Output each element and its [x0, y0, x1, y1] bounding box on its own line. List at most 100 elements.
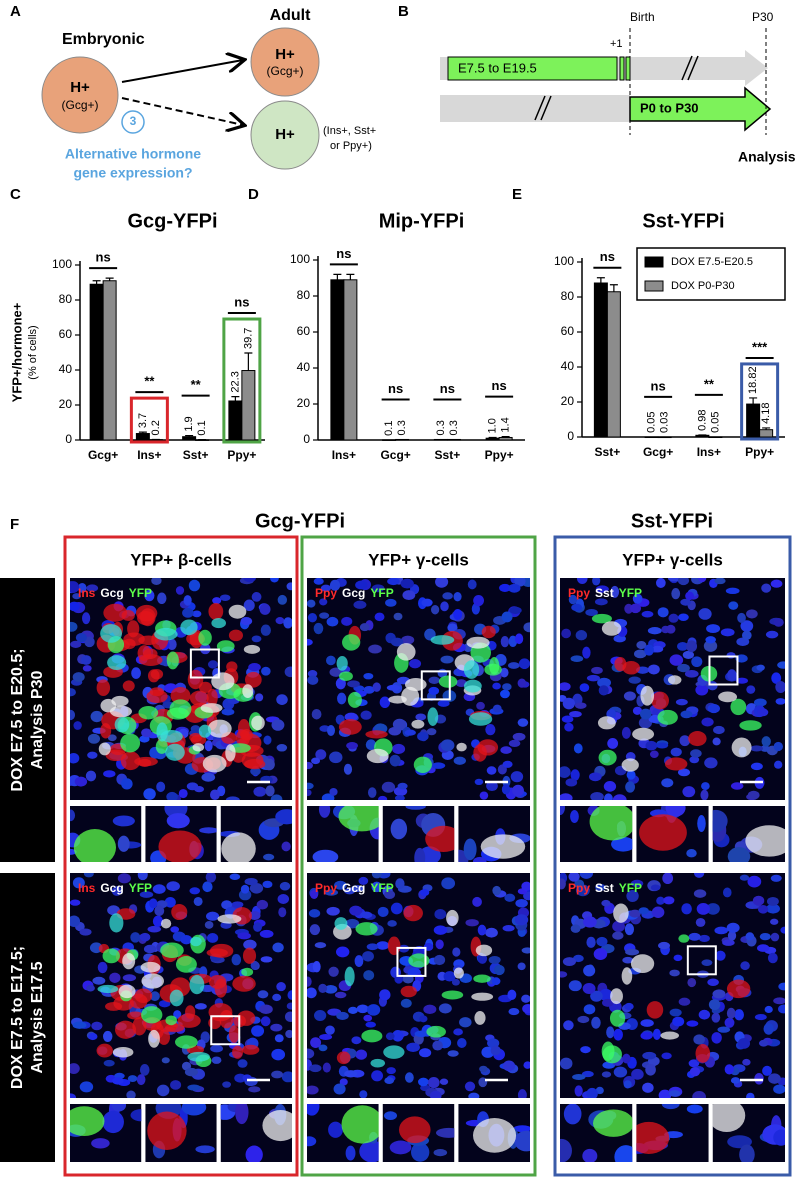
nucleus — [390, 902, 403, 915]
value-label: 1.9 — [183, 416, 195, 431]
nucleus — [250, 960, 259, 970]
nucleus — [136, 1074, 146, 1086]
nucleus — [453, 608, 463, 620]
nucleus — [152, 915, 164, 927]
cell-signal — [614, 656, 627, 672]
x-tick-label: Sst+ — [183, 448, 209, 462]
nucleus — [647, 627, 662, 635]
nucleus — [500, 667, 509, 678]
nucleus — [259, 1004, 273, 1014]
nucleus — [500, 636, 510, 648]
nucleus — [253, 786, 267, 797]
nucleus — [97, 961, 108, 974]
bar — [182, 436, 197, 441]
nucleus — [237, 1059, 248, 1068]
nucleus — [354, 955, 364, 967]
stain-label: Gcg — [342, 586, 365, 600]
nucleus — [507, 989, 517, 1001]
nucleus — [326, 655, 336, 666]
nucleus — [479, 1065, 488, 1073]
cell-signal — [441, 990, 464, 1000]
nucleus — [560, 1138, 572, 1162]
nucleus — [335, 946, 350, 958]
significance: ns — [388, 381, 403, 396]
nucleus — [570, 655, 584, 662]
nucleus — [72, 877, 85, 889]
nucleus — [126, 1090, 136, 1098]
nucleus — [775, 681, 785, 694]
nucleus — [417, 731, 429, 742]
nucleus — [90, 710, 103, 723]
cell-signal — [646, 1001, 664, 1019]
nucleus — [622, 1053, 631, 1064]
nucleus — [601, 1071, 612, 1078]
cell-signal — [114, 1020, 136, 1039]
nucleus — [735, 654, 748, 663]
nucleus — [333, 1083, 346, 1095]
cell-signal — [336, 655, 348, 671]
nucleus — [210, 1044, 224, 1053]
nucleus — [307, 1085, 319, 1095]
nucleus — [229, 873, 241, 880]
nucleus — [326, 906, 340, 916]
nucleus — [206, 933, 219, 943]
nucleus — [353, 600, 367, 609]
error-bar — [185, 435, 194, 437]
nucleus — [307, 789, 312, 797]
nucleus — [757, 905, 769, 914]
nucleus — [756, 664, 765, 671]
nucleus — [583, 1004, 596, 1015]
cell-signal — [200, 703, 223, 713]
nucleus — [696, 903, 710, 915]
nucleus — [625, 781, 636, 793]
nucleus — [387, 578, 400, 586]
y-tick-label: 0 — [65, 432, 72, 446]
nucleus — [661, 1052, 672, 1060]
x-tick-label: Sst+ — [595, 445, 621, 459]
micrograph — [712, 1104, 786, 1162]
nucleus — [111, 1104, 127, 1112]
nucleus — [645, 1063, 656, 1076]
nucleus — [690, 749, 702, 758]
cell-signal — [96, 1043, 113, 1058]
nucleus — [70, 915, 81, 927]
cell-signal — [146, 689, 168, 704]
nucleus — [310, 1037, 322, 1048]
cell-signal — [225, 744, 236, 762]
micrograph — [560, 873, 785, 1098]
nucleus — [261, 666, 271, 676]
window — [625, 56, 631, 81]
nucleus — [154, 905, 165, 917]
nucleus — [761, 736, 771, 747]
nucleus — [188, 579, 201, 592]
cell-signal — [609, 1009, 626, 1027]
break-mark — [534, 55, 699, 121]
cell-signal — [202, 754, 227, 773]
inset-box — [686, 945, 717, 976]
nucleus — [760, 745, 770, 752]
legend-label: DOX P0-P30 — [671, 280, 735, 292]
nucleus — [574, 1085, 583, 1097]
nucleus — [259, 929, 274, 938]
micrograph — [636, 1104, 709, 1162]
nucleus — [392, 1030, 404, 1042]
nucleus — [668, 1090, 681, 1097]
nucleus — [629, 603, 641, 614]
group-title: Gcg-YFPi — [255, 510, 345, 532]
bar — [89, 283, 104, 441]
nucleus — [773, 741, 783, 752]
stain-label: Gcg — [100, 586, 123, 600]
cell-signal — [114, 716, 130, 733]
panel-letter: E — [512, 186, 522, 203]
nucleus — [400, 578, 414, 589]
nucleus — [402, 590, 416, 601]
nucleus — [127, 1075, 138, 1083]
nucleus — [161, 1057, 170, 1064]
nucleus — [180, 935, 193, 945]
nucleus — [698, 934, 710, 943]
nucleus — [248, 1086, 261, 1093]
nucleus — [307, 1048, 315, 1059]
cell-signal — [739, 720, 762, 731]
nucleus — [204, 920, 214, 929]
nucleus — [70, 601, 80, 612]
